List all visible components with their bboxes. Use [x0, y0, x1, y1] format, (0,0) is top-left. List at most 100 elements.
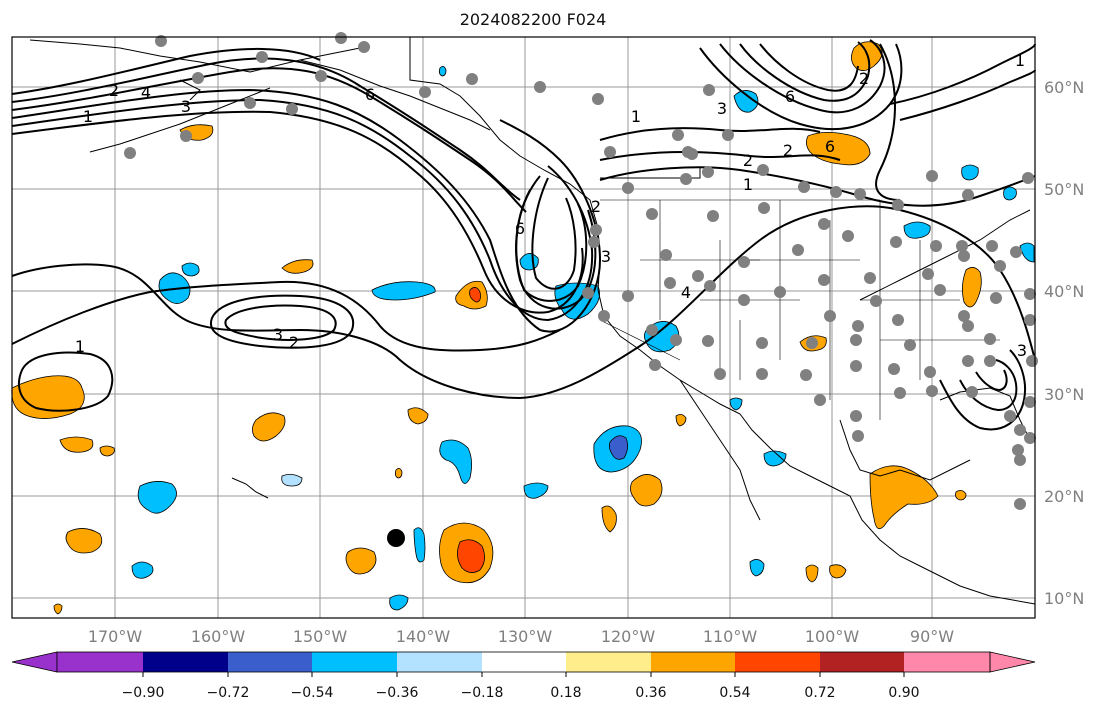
station-dot: [707, 210, 719, 222]
blue-patch: [413, 527, 426, 563]
station-dot: [924, 366, 936, 378]
orange-patch: [11, 375, 85, 419]
lat-tick-label: 10°N: [1044, 589, 1084, 608]
orange-patch: [281, 259, 314, 274]
contour-label: 3: [601, 247, 611, 266]
orange-patch: [252, 412, 286, 442]
colorbar-tick-label: −0.90: [122, 685, 165, 701]
colorbar-extend-min: [11, 651, 58, 673]
station-dot: [1014, 424, 1026, 436]
contour-label: 3: [181, 97, 191, 116]
station-dot: [335, 32, 347, 44]
station-dot: [1010, 246, 1022, 258]
latitude-ticks: 60°N 50°N 40°N 30°N 20°N 10°N: [1044, 78, 1084, 608]
station-dot: [702, 166, 714, 178]
orange-patch: [65, 528, 103, 554]
station-dot: [358, 41, 370, 53]
colorbar-tick-label: −0.54: [291, 685, 334, 701]
dark-blue-patch: [608, 435, 628, 460]
colorbar-segment: [57, 652, 143, 672]
station-dot: [124, 147, 136, 159]
colorbar-tick-label: −0.72: [207, 685, 250, 701]
station-dot: [756, 368, 768, 380]
contour-label: 2: [591, 197, 601, 216]
station-dot: [756, 337, 768, 349]
station-dot: [814, 394, 826, 406]
contour-label: 6: [365, 85, 375, 104]
station-dot: [962, 355, 974, 367]
colorbar-segment: [735, 652, 820, 672]
colorbar-segment: [397, 652, 482, 672]
station-dot: [466, 73, 478, 85]
colorbar-segment: [904, 652, 990, 672]
blue-patch: [371, 281, 436, 301]
station-dot: [984, 333, 996, 345]
station-dot: [192, 72, 204, 84]
lon-tick-label: 100°W: [805, 627, 860, 646]
station-dot: [798, 181, 810, 193]
lon-tick-label: 150°W: [293, 627, 348, 646]
station-dot: [664, 277, 676, 289]
station-dot: [958, 310, 970, 322]
station-dot: [888, 363, 900, 375]
station-dot: [702, 335, 714, 347]
station-dot: [680, 173, 692, 185]
lon-tick-label: 130°W: [498, 627, 553, 646]
colorbar-tick-label: 0.90: [888, 685, 919, 701]
height-contours: [11, 39, 1036, 431]
station-dot: [994, 260, 1006, 272]
station-dot: [926, 385, 938, 397]
red-patch: [469, 287, 481, 303]
blue-patch: [281, 474, 303, 487]
station-dot: [930, 240, 942, 252]
map-border: [11, 36, 1036, 619]
station-dot: [714, 368, 726, 380]
blue-patch: [729, 397, 743, 411]
lon-tick-label: 110°W: [703, 627, 758, 646]
station-dot: [870, 295, 882, 307]
anomaly-shading: [11, 41, 1035, 615]
orange-patch: [345, 547, 377, 575]
blue-patch: [903, 221, 931, 239]
colorbar-segment: [312, 652, 397, 672]
contour-label: 1: [75, 337, 85, 356]
contour-label: 2: [109, 81, 119, 100]
contour-label: 2: [289, 333, 299, 352]
blue-patch: [389, 594, 409, 611]
orange-patch: [630, 474, 663, 507]
station-dot: [1022, 172, 1034, 184]
lon-tick-label: 120°W: [601, 627, 656, 646]
station-dot: [818, 274, 830, 286]
blue-patch: [131, 561, 154, 579]
orange-patch: [805, 564, 819, 583]
orange-patch: [59, 436, 94, 453]
lat-tick-label: 60°N: [1044, 78, 1084, 97]
station-dot: [1024, 396, 1036, 408]
orange-patch: [829, 564, 847, 579]
blue-patch: [733, 90, 759, 113]
blue-patch: [438, 66, 447, 77]
coastlines: [29, 37, 1036, 605]
station-dot: [286, 103, 298, 115]
station-dot: [244, 97, 256, 109]
contour-label: 6: [515, 219, 525, 238]
station-dot: [704, 280, 716, 292]
lat-tick-label: 50°N: [1044, 180, 1084, 199]
station-dot: [854, 188, 866, 200]
blue-patch: [1019, 242, 1035, 263]
station-dot: [738, 256, 750, 268]
longitude-ticks: 170°W 160°W 150°W 140°W 130°W 120°W 110°W 100°W…: [88, 627, 954, 646]
station-dot: [852, 430, 864, 442]
station-dot: [686, 148, 698, 160]
station-dot: [180, 130, 192, 142]
station-dot: [1012, 444, 1024, 456]
contour-label: 6: [825, 137, 835, 156]
colorbar-tick-label: 0.18: [550, 685, 581, 701]
station-dot: [1024, 432, 1036, 444]
station-dot: [646, 324, 658, 336]
station-dot: [703, 84, 715, 96]
station-dot: [850, 410, 862, 422]
station-dot: [672, 129, 684, 141]
